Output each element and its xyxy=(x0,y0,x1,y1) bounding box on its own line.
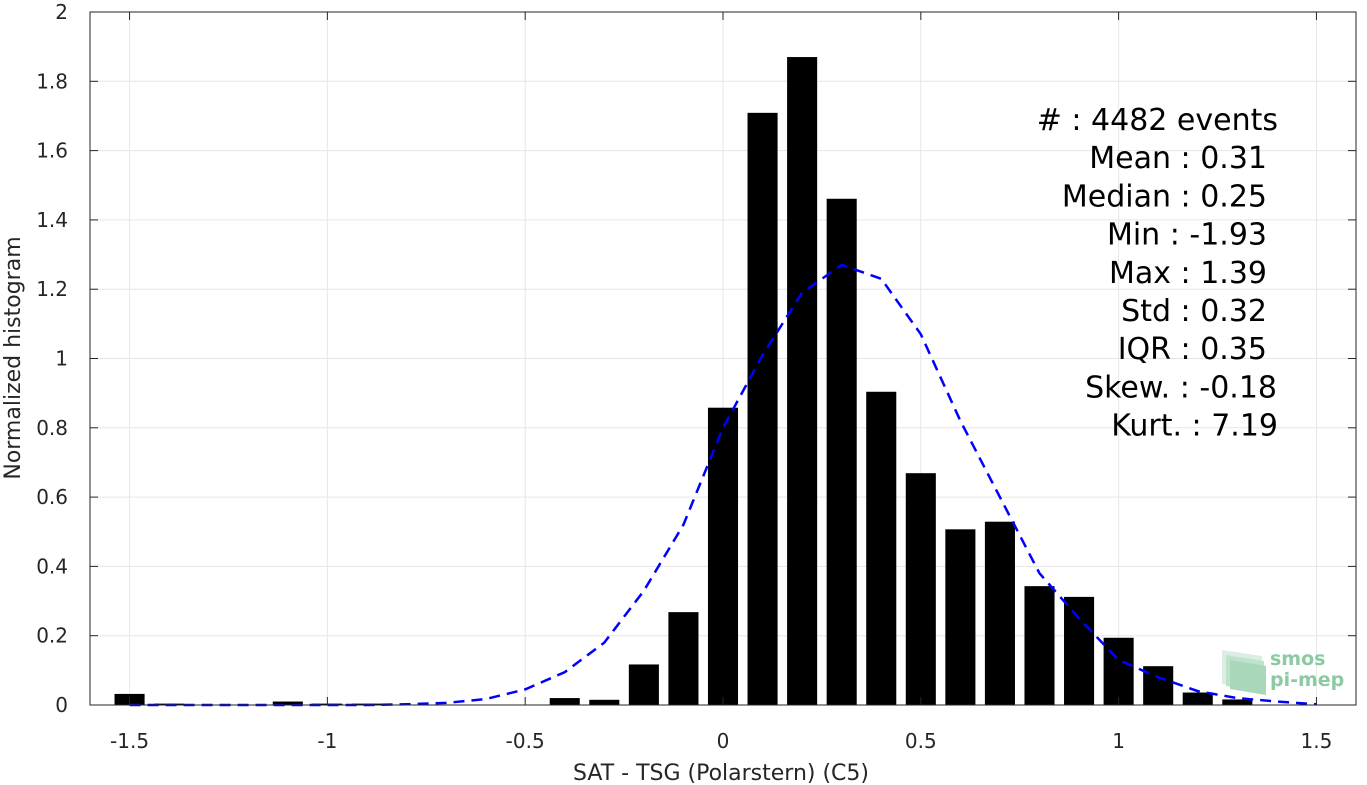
histogram-bar xyxy=(826,198,857,706)
logo-layers-icon xyxy=(1222,650,1266,695)
histogram-bar xyxy=(707,407,739,705)
x-tick-label: 1 xyxy=(1112,729,1125,753)
histogram-bar xyxy=(787,57,818,706)
histogram-bar xyxy=(1222,699,1253,705)
axis-ticks xyxy=(90,11,1356,706)
x-axis-label: SAT - TSG (Polarstern) (C5) xyxy=(573,761,869,785)
histogram-bar xyxy=(272,701,303,705)
smos-pi-mep-logo: smos pi-mep xyxy=(1222,648,1344,695)
histogram-bar xyxy=(1103,637,1134,705)
y-tick-label: 1.4 xyxy=(36,208,68,232)
y-tick-label: 2 xyxy=(55,0,68,24)
y-tick-label: 1 xyxy=(55,347,68,371)
histogram-bar xyxy=(628,664,659,705)
x-tick-labels: -1.5 -1 -0.5 0 0.5 1 1.5 xyxy=(110,729,1332,753)
y-tick-label: 0.8 xyxy=(36,416,68,440)
y-tick-label: 0.2 xyxy=(36,624,68,648)
logo-text-pi-mep: pi-mep xyxy=(1270,669,1344,691)
y-tick-label: 1.2 xyxy=(36,277,68,301)
histogram-bar xyxy=(549,698,580,705)
histogram-bar xyxy=(1064,596,1095,705)
stats-line: Kurt. : 7.19 xyxy=(1111,409,1278,444)
histogram-bar xyxy=(589,699,620,705)
x-tick-label: -1 xyxy=(317,729,337,753)
x-tick-label: 1.5 xyxy=(1301,729,1333,753)
stats-line: Mean : 0.31 xyxy=(1089,141,1267,176)
histogram-bar xyxy=(668,612,699,705)
stats-line: Min : -1.93 xyxy=(1107,218,1267,253)
histogram-bar xyxy=(1182,692,1213,705)
x-tick-label: -0.5 xyxy=(506,729,545,753)
histogram-bar xyxy=(747,112,778,706)
histogram-bar xyxy=(945,529,976,705)
x-tick-label: 0 xyxy=(717,729,730,753)
histogram-bar xyxy=(905,473,936,705)
y-tick-labels: 0 0.2 0.4 0.6 0.8 1 1.2 1.4 1.6 1.8 2 xyxy=(36,0,68,717)
stats-line: IQR : 0.35 xyxy=(1118,332,1267,367)
stats-line: Max : 1.39 xyxy=(1109,256,1267,291)
logo-text-smos: smos xyxy=(1270,648,1325,670)
y-tick-label: 0.4 xyxy=(36,554,68,578)
stats-line: Median : 0.25 xyxy=(1062,179,1267,214)
y-tick-label: 0 xyxy=(55,693,68,717)
x-tick-label: -1.5 xyxy=(110,729,149,753)
y-tick-label: 1.8 xyxy=(36,69,68,93)
stats-line: Std : 0.32 xyxy=(1121,294,1267,329)
x-tick-label: 0.5 xyxy=(905,729,937,753)
stats-line: # : 4482 events xyxy=(1037,103,1278,138)
histogram-bar xyxy=(866,391,897,705)
y-tick-label: 0.6 xyxy=(36,485,68,509)
y-tick-label: 1.6 xyxy=(36,139,68,163)
histogram-bars xyxy=(114,57,1253,706)
stats-line: Skew. : -0.18 xyxy=(1085,370,1277,405)
y-axis-label: Normalized histogram xyxy=(1,236,26,479)
histogram-bar xyxy=(1024,586,1055,705)
histogram-bar xyxy=(984,521,1015,705)
